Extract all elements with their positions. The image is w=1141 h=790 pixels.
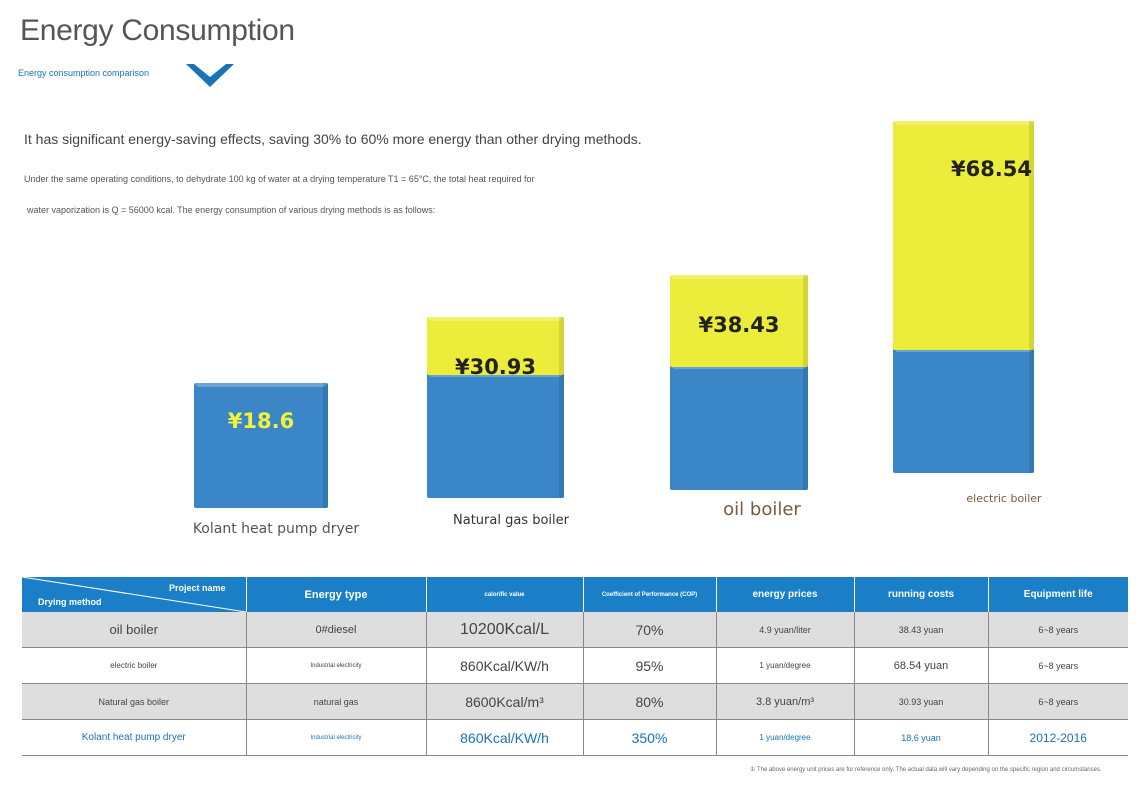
cell-cost: 30.93 yuan [854, 683, 989, 720]
header-calorific-value: calorific value [426, 577, 584, 612]
category-label-1: Natural gas boiler [453, 513, 570, 528]
cell-cost: 18.6 yuan [854, 719, 989, 756]
bar-increment-2-top-face [670, 275, 808, 279]
description-line-2: water vaporization is Q = 56000 kcal. Th… [27, 205, 436, 215]
comparison-table: Project name Drying method Energy type c… [22, 577, 1128, 756]
category-label-2: oil boiler [723, 499, 801, 520]
cell-method: Kolant heat pump dryer [22, 719, 247, 756]
energy-cost-chart: ¥18.6 Kolant heat pump dryer ¥30.93 Natural… [193, 121, 1042, 537]
bar-increment-3-top-face [893, 121, 1034, 125]
bar-increment-3 [893, 121, 1034, 350]
cell-method: Natural gas boiler [22, 683, 247, 720]
cell-cop: 95% [583, 647, 717, 684]
cell-cop: 350% [583, 719, 717, 756]
cell-cost: 68.54 yuan [854, 647, 989, 684]
cell-life: 2012-2016 [988, 719, 1128, 756]
bar-increment-1-side-face [559, 317, 564, 375]
bar-base-2-side-face [803, 365, 808, 490]
cell-life: 6~8 years [988, 647, 1128, 684]
bar-value-label-1: ¥30.93 [455, 355, 536, 379]
cell-energy-type: 0#diesel [246, 612, 427, 648]
cell-method: electric boiler [22, 647, 247, 684]
bar-base-0-side-face [323, 383, 328, 508]
bar-base-3 [893, 348, 1034, 473]
bar-increment-1 [427, 317, 564, 375]
cell-energy-type: Industrial electricity [246, 647, 427, 684]
chevron-down-icon [186, 64, 234, 87]
header-energy-type: Energy type [246, 577, 427, 612]
cell-cop: 80% [583, 683, 717, 720]
cell-calorific: 10200Kcal/L [426, 612, 584, 648]
cell-calorific: 8600Kcal/m³ [426, 683, 584, 720]
bar-value-label-0: ¥18.6 [228, 409, 294, 433]
bar-base-0 [194, 383, 328, 508]
cell-price: 3.8 yuan/m³ [716, 683, 855, 720]
corner-project-name: Project name [168, 583, 226, 593]
bar-increment-2-side-face [803, 275, 808, 367]
page-title: Energy Consumption [20, 14, 295, 47]
table-corner-header: Project name Drying method [22, 577, 247, 612]
corner-drying-method: Drying method [38, 597, 102, 607]
bar-increment-1-top-face [427, 317, 564, 321]
cell-price: 1 yuan/degree [716, 719, 855, 756]
cell-cop: 70% [583, 612, 717, 648]
lead-text: It has significant energy-saving effects… [24, 131, 642, 147]
bar-base-2 [670, 365, 808, 490]
table-row: electric boiler Industrial electricity 8… [22, 647, 1128, 684]
cell-energy-type: natural gas [246, 683, 427, 720]
bar-base-1-side-face [559, 373, 564, 498]
cell-life: 6~8 years [988, 683, 1128, 720]
section-subtitle: Energy consumption comparison [18, 68, 150, 78]
cell-method: oil boiler [22, 612, 247, 648]
header-equipment-life: Equipment life [988, 577, 1128, 612]
bar-base-3-side-face [1029, 348, 1034, 473]
footnote: ① The above energy unit prices are for r… [750, 767, 1102, 773]
cell-price: 1 yuan/degree [716, 647, 855, 684]
table-row: Kolant heat pump dryer Industrial electr… [22, 719, 1128, 756]
cell-life: 6~8 years [988, 612, 1128, 648]
description-line-1: Under the same operating conditions, to … [24, 174, 535, 184]
header-energy-prices: energy prices [716, 577, 855, 612]
bar-increment-3-side-face [1029, 121, 1034, 350]
header-running-costs: running costs [854, 577, 989, 612]
cell-price: 4.9 yuan/liter [716, 612, 855, 648]
table-header-row: Project name Drying method Energy type c… [22, 577, 1128, 612]
bar-base-1 [427, 373, 564, 498]
bar-increment-2 [670, 275, 808, 367]
header-cop: Coefficient of Performance (COP) [583, 577, 717, 612]
category-label-3: electric boiler [966, 492, 1042, 505]
bar-base-0-top-face [194, 383, 328, 387]
bar-value-label-3: ¥68.54 [951, 157, 1032, 181]
table-row: oil boiler 0#diesel 10200Kcal/L 70% 4.9 … [22, 612, 1128, 648]
cell-calorific: 860Kcal/KW/h [426, 647, 584, 684]
cell-calorific: 860Kcal/KW/h [426, 719, 584, 756]
table-row: Natural gas boiler natural gas 8600Kcal/… [22, 683, 1128, 720]
cell-energy-type: Industrial electricity [246, 719, 427, 756]
category-label-0: Kolant heat pump dryer [193, 521, 360, 537]
cell-cost: 38.43 yuan [854, 612, 989, 648]
bar-value-label-2: ¥38.43 [698, 313, 779, 337]
